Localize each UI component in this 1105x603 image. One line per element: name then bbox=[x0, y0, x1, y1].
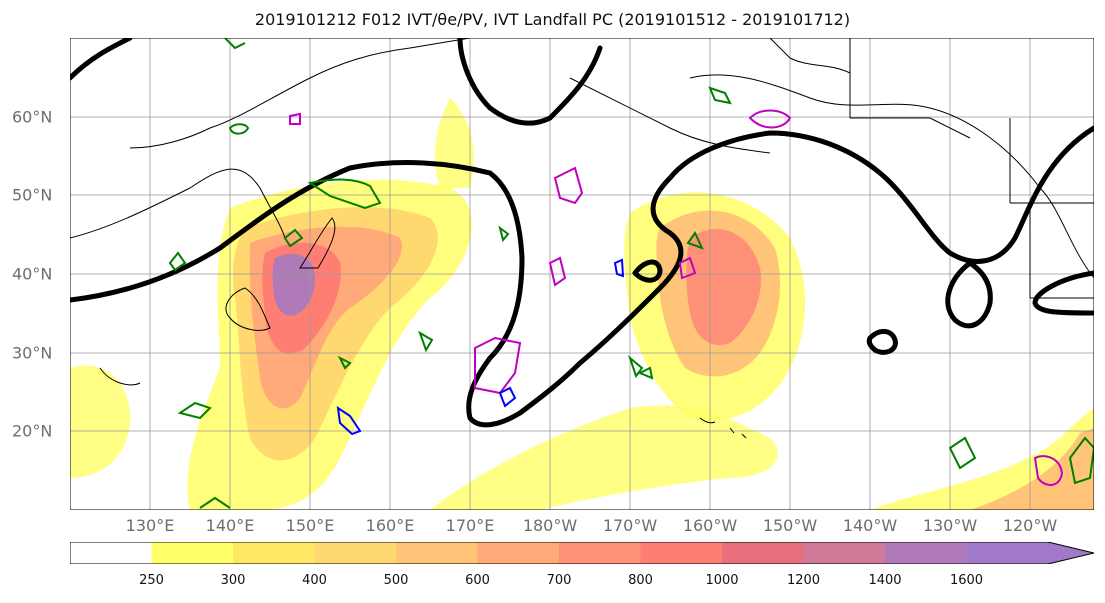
ivt-shading bbox=[70, 98, 1094, 510]
colorbar-tick-label: 400 bbox=[302, 573, 327, 588]
colorbar-segment bbox=[722, 542, 804, 564]
colorbar-tick-label: 700 bbox=[546, 573, 572, 588]
colorbar-segment bbox=[314, 542, 397, 564]
colorbar-tick-label: 300 bbox=[220, 573, 246, 588]
colorbar-tick-label: 1200 bbox=[786, 573, 821, 588]
colorbar-tick-label: 1600 bbox=[949, 573, 984, 588]
colorbar-segment bbox=[640, 542, 723, 564]
pv-contours bbox=[289, 109, 1064, 486]
pc-contours bbox=[70, 38, 1094, 428]
colorbar-tick-label: 250 bbox=[139, 573, 164, 588]
lat-label-30n: 30°N bbox=[12, 343, 53, 363]
lat-label-40n: 40°N bbox=[12, 264, 53, 284]
lon-label-170e: 170°E bbox=[445, 516, 495, 535]
lon-label-140w: 140°W bbox=[842, 516, 898, 535]
colorbar-segment-white bbox=[70, 542, 152, 564]
lat-label-60n: 60°N bbox=[12, 107, 53, 127]
gridlines bbox=[70, 38, 1094, 510]
theta-e-contours bbox=[168, 38, 1094, 509]
colorbar-segment bbox=[885, 542, 967, 564]
colorbar-segment bbox=[477, 542, 560, 564]
lon-label-160e: 160°E bbox=[365, 516, 415, 535]
lon-label-150e: 150°E bbox=[285, 516, 335, 535]
lon-label-130e: 130°E bbox=[125, 516, 175, 535]
lon-label-160w: 160°W bbox=[682, 516, 738, 535]
colorbar-tick-label: 600 bbox=[465, 573, 490, 588]
lon-label-170w: 170°W bbox=[602, 516, 658, 535]
colorbar-outline bbox=[70, 542, 1094, 564]
lat-label-50n: 50°N bbox=[12, 185, 53, 205]
ivt-colorbar bbox=[70, 542, 1094, 564]
lon-label-180w: 180°W bbox=[522, 516, 578, 535]
colorbar-segment bbox=[559, 542, 641, 564]
coastlines bbox=[70, 38, 1094, 439]
colorbar-segment bbox=[233, 542, 315, 564]
colorbar-tick-label: 1400 bbox=[868, 573, 902, 588]
map-panel bbox=[70, 38, 1094, 510]
colorbar-extend-arrow bbox=[1048, 542, 1094, 564]
colorbar-segment bbox=[803, 542, 886, 564]
colorbar-tick-label: 1000 bbox=[705, 573, 739, 588]
colorbar-segment bbox=[966, 542, 1049, 564]
lon-label-150w: 150°W bbox=[762, 516, 818, 535]
lon-label-130w: 130°W bbox=[922, 516, 978, 535]
figure-title: 2019101212 F012 IVT/θe/PV, IVT Landfall … bbox=[254, 10, 851, 29]
colorbar-segment bbox=[151, 542, 234, 564]
lon-label-120w: 120°W bbox=[1002, 516, 1058, 535]
colorbar-segment bbox=[396, 542, 478, 564]
colorbar-tick-label: 500 bbox=[383, 573, 409, 588]
colorbar-tick-label: 800 bbox=[628, 573, 653, 588]
lon-label-140e: 140°E bbox=[205, 516, 255, 535]
lat-label-20n: 20°N bbox=[12, 421, 53, 441]
